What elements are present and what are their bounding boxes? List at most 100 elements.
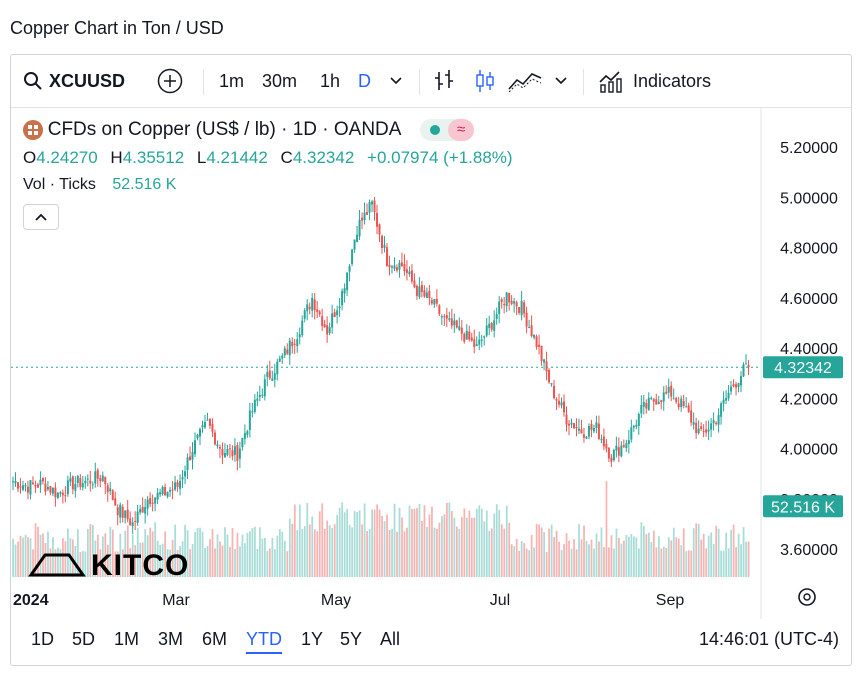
volume-bar <box>156 540 159 577</box>
volume-bar <box>667 537 670 577</box>
candle-body <box>558 400 561 405</box>
collapse-legend-button[interactable] <box>23 204 59 230</box>
volume-bar <box>625 534 628 577</box>
volume-bar <box>348 524 351 577</box>
volume-bar <box>251 528 254 577</box>
volume-bar <box>144 529 147 577</box>
range-5y[interactable]: 5Y <box>340 629 363 649</box>
interval-d[interactable]: D <box>358 70 371 91</box>
candle-body <box>395 267 398 271</box>
candle-body <box>550 383 553 385</box>
compare-button[interactable] <box>157 55 183 107</box>
candle-body <box>218 446 221 449</box>
chart-toolbar: XCUUSD 1m 30m 1h D <box>11 55 851 108</box>
candle-body <box>473 339 476 348</box>
candle-body <box>189 456 192 461</box>
candle-body <box>241 437 244 448</box>
volume-bar <box>341 502 344 577</box>
chart-style-dropdown[interactable] <box>554 55 568 107</box>
high-label: H <box>110 148 123 167</box>
interval-1m[interactable]: 1m <box>219 70 245 91</box>
volume-bar <box>84 551 87 577</box>
volume-bar <box>321 503 324 577</box>
candle-body <box>99 478 102 482</box>
candle-body <box>580 429 583 434</box>
range-5d[interactable]: 5D <box>72 629 96 649</box>
candle-body <box>617 447 620 456</box>
close-label: C <box>280 148 293 167</box>
symbol-search-button[interactable]: XCUUSD <box>23 55 125 107</box>
volume-bar <box>712 543 715 577</box>
volume-bar <box>264 537 266 577</box>
volume-bar <box>286 551 289 577</box>
candle-body <box>745 363 748 365</box>
timezone-clock[interactable]: 14:46:01 (UTC-4) <box>698 629 839 649</box>
candle-body <box>655 399 658 405</box>
candle-body <box>448 318 451 320</box>
candle-body <box>213 432 216 445</box>
candle-body <box>717 414 720 425</box>
interval-30m[interactable]: 30m <box>262 70 298 91</box>
candle-body <box>303 310 306 319</box>
price-chart[interactable]: 5.20000 5.00000 4.80000 4.60000 4.40000 4.200… <box>11 107 852 619</box>
candle-style-button[interactable] <box>474 55 496 107</box>
volume-bar <box>538 524 541 577</box>
candle-body <box>523 302 526 314</box>
volume-bar <box>94 540 97 577</box>
volume-bar <box>418 503 421 577</box>
scale-settings-icon[interactable] <box>798 588 816 606</box>
volume-bar <box>301 528 304 577</box>
area-style-button[interactable] <box>508 55 542 107</box>
market-status-badge[interactable]: ≈ <box>420 119 475 141</box>
range-ytd[interactable]: YTD <box>246 629 282 654</box>
candle-body <box>201 425 204 428</box>
range-all[interactable]: All <box>380 629 401 649</box>
volume-bar <box>520 540 523 577</box>
range-6m[interactable]: 6M <box>202 629 228 649</box>
volume-bar <box>530 534 533 577</box>
volume-bar <box>323 528 326 577</box>
candle-body <box>26 486 29 493</box>
interval-dropdown[interactable] <box>389 55 403 107</box>
volume-bar <box>24 534 27 577</box>
candle-body <box>266 372 269 377</box>
candle-body <box>440 316 443 318</box>
volume-bar <box>438 522 441 577</box>
volume-bar <box>401 517 403 577</box>
volume-bar <box>540 527 543 577</box>
candle-body <box>313 299 316 310</box>
candle-body <box>166 492 169 497</box>
candle-body <box>281 355 284 359</box>
candle-body <box>126 509 129 520</box>
candle-body <box>371 201 374 205</box>
open-label: O <box>23 148 37 167</box>
volume-bar <box>535 523 538 577</box>
volume-bar <box>725 532 728 577</box>
volume-bar <box>164 531 167 577</box>
volume-bar <box>727 548 730 577</box>
range-1d[interactable]: 1D <box>31 629 55 649</box>
indicators-icon <box>599 71 622 93</box>
interval-1h[interactable]: 1h <box>320 70 341 91</box>
volume-label: Vol · Ticks <box>23 176 96 193</box>
range-3m[interactable]: 3M <box>158 629 184 649</box>
candle-body <box>316 309 319 312</box>
candle-body <box>338 306 341 309</box>
bar-style-button[interactable] <box>433 55 455 107</box>
indicators-button[interactable]: Indicators <box>599 55 711 107</box>
candle-body <box>458 326 461 330</box>
volume-bar <box>510 544 513 577</box>
volume-bar <box>381 515 383 577</box>
candle-body <box>208 419 211 426</box>
candle-body <box>565 414 568 425</box>
candle-body <box>131 522 134 527</box>
range-1y[interactable]: 1Y <box>301 629 324 649</box>
candle-body <box>635 424 638 427</box>
candle-body <box>545 361 548 372</box>
volume-bar <box>149 527 152 577</box>
volume-bar <box>291 523 294 577</box>
range-1m[interactable]: 1M <box>114 629 140 649</box>
candle-body <box>503 304 506 306</box>
candle-body <box>508 292 511 303</box>
volume-bar <box>493 513 496 577</box>
